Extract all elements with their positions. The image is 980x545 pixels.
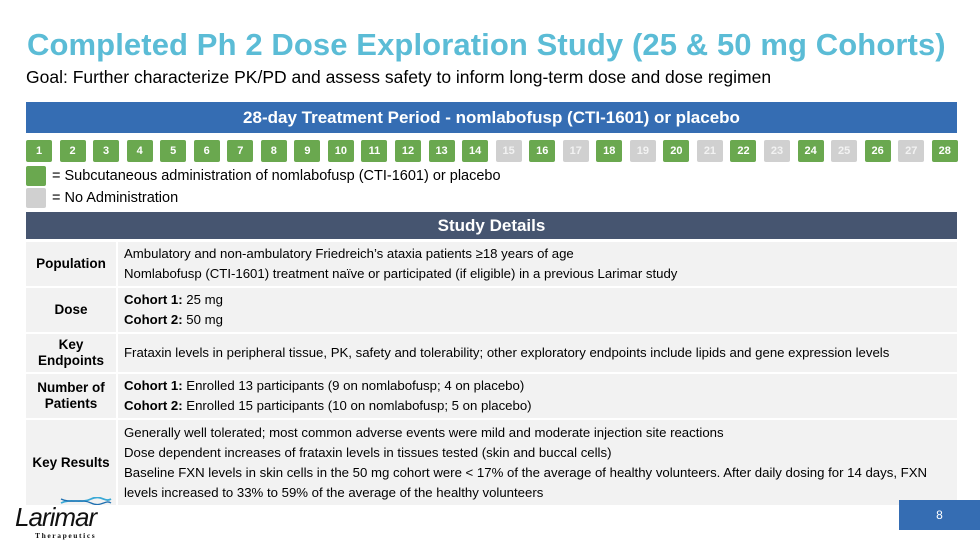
treatment-day-calendar: 1 2 3 4 5 6 7 8 9 10 11 12 13 14 15 16 17 18 19 20 21 22 23 24 2… — [26, 140, 958, 162]
study-details-table: Population Ambulatory and non-ambulatory … — [26, 240, 957, 505]
day-22-administered: 22 — [730, 140, 757, 162]
day-14-administered: 14 — [462, 140, 489, 162]
day-21-no-administration: 21 — [696, 140, 723, 162]
legend-item-no-administration: = No Administration — [26, 188, 178, 208]
slide-subtitle: Goal: Further characterize PK/PD and ass… — [26, 67, 772, 87]
day-9-administered: 9 — [294, 140, 321, 162]
details-row: Dose Cohort 1: 25 mg Cohort 2: 50 mg — [26, 286, 957, 333]
detail-line: Cohort 1: 25 mg — [124, 290, 951, 310]
day-4-administered: 4 — [126, 140, 153, 162]
day-11-administered: 11 — [361, 140, 388, 162]
day-24-administered: 24 — [797, 140, 824, 162]
day-10-administered: 10 — [327, 140, 354, 162]
day-3-administered: 3 — [93, 140, 120, 162]
day-20-administered: 20 — [663, 140, 690, 162]
legend-item-administered: = Subcutaneous administration of nomlabo… — [26, 166, 501, 186]
gray-swatch-icon — [26, 188, 46, 208]
detail-line: Ambulatory and non-ambulatory Friedreich… — [124, 244, 951, 264]
row-content: Ambulatory and non-ambulatory Friedreich… — [117, 240, 957, 287]
row-content: Cohort 1: 25 mg Cohort 2: 50 mg — [117, 286, 957, 333]
detail-line: Cohort 2: Enrolled 15 participants (10 o… — [124, 396, 951, 416]
day-18-administered: 18 — [596, 140, 623, 162]
day-7-administered: 7 — [227, 140, 254, 162]
study-details-header-text: Study Details — [437, 215, 546, 235]
detail-text: Generally well tolerated; most common ad… — [124, 424, 724, 440]
larimar-logo: Larimar Therapeutics — [13, 497, 117, 541]
treatment-period-header: 28-day Treatment Period - nomlabofusp (C… — [26, 102, 957, 133]
dna-helix-icon — [60, 497, 112, 505]
detail-text: Dose dependent increases of frataxin lev… — [124, 444, 612, 460]
row-label: Key Endpoints — [26, 332, 118, 373]
detail-text: Enrolled 15 participants (10 on nomlabof… — [182, 398, 532, 413]
day-25-no-administration: 25 — [831, 140, 858, 162]
day-13-administered: 13 — [428, 140, 455, 162]
row-label: Number of Patients — [26, 372, 118, 419]
day-1-administered: 1 — [26, 140, 52, 162]
detail-text: Frataxin levels in peripheral tissue, PK… — [124, 345, 890, 360]
logo-tagline: Therapeutics — [35, 531, 97, 540]
detail-text: Enrolled 13 participants (9 on nomlabofu… — [182, 378, 525, 393]
row-label: Dose — [26, 286, 118, 333]
legend-label: = No Administration — [52, 190, 179, 206]
detail-line: Generally well tolerated; most common ad… — [124, 423, 951, 443]
logo-wordmark: Larimar — [15, 502, 97, 532]
detail-text: 50 mg — [182, 312, 223, 327]
cohort-label: Cohort 2: — [124, 398, 183, 413]
legend-label: = Subcutaneous administration of nomlabo… — [52, 168, 501, 184]
day-28-administered: 28 — [931, 140, 958, 162]
day-5-administered: 5 — [160, 140, 187, 162]
slide-title: Completed Ph 2 Dose Exploration Study (2… — [27, 27, 946, 62]
row-content: Frataxin levels in peripheral tissue, PK… — [117, 332, 957, 373]
row-label: Key Results — [26, 418, 118, 505]
page-number-text: 8 — [936, 508, 943, 522]
detail-text: Nomlabofusp (CTI-1601) treatment naïve o… — [124, 266, 678, 281]
detail-line: Cohort 1: Enrolled 13 participants (9 on… — [124, 376, 951, 396]
row-content: Cohort 1: Enrolled 13 participants (9 on… — [117, 372, 957, 419]
day-6-administered: 6 — [193, 140, 220, 162]
day-27-no-administration: 27 — [898, 140, 925, 162]
day-26-administered: 26 — [864, 140, 891, 162]
detail-line: Nomlabofusp (CTI-1601) treatment naïve o… — [124, 264, 951, 284]
detail-line: Frataxin levels in peripheral tissue, PK… — [124, 343, 951, 363]
day-2-administered: 2 — [59, 140, 86, 162]
day-8-administered: 8 — [260, 140, 287, 162]
detail-text: Baseline FXN levels in skin cells in the… — [124, 464, 928, 500]
cohort-label: Cohort 1: — [124, 292, 183, 307]
detail-line: Dose dependent increases of frataxin lev… — [124, 443, 951, 463]
details-row: Key Results Generally well tolerated; mos… — [26, 418, 957, 505]
cohort-label: Cohort 2: — [124, 312, 183, 327]
treatment-period-header-text: 28-day Treatment Period - nomlabofusp (C… — [243, 107, 740, 127]
details-row: Number of Patients Cohort 1: Enrolled 13 … — [26, 372, 957, 419]
day-15-no-administration: 15 — [495, 140, 522, 162]
study-details-header: Study Details — [26, 212, 957, 239]
row-label: Population — [26, 240, 118, 287]
cohort-label: Cohort 1: — [124, 378, 183, 393]
details-row: Population Ambulatory and non-ambulatory … — [26, 240, 957, 287]
row-content: Generally well tolerated; most common ad… — [117, 418, 957, 505]
detail-text: 25 mg — [182, 292, 223, 307]
details-row: Key Endpoints Frataxin levels in peripher… — [26, 332, 957, 373]
green-swatch-icon — [26, 166, 46, 186]
day-19-no-administration: 19 — [629, 140, 656, 162]
day-23-no-administration: 23 — [764, 140, 791, 162]
day-12-administered: 12 — [395, 140, 422, 162]
detail-line: Baseline FXN levels in skin cells in the… — [124, 463, 951, 503]
page-number: 8 — [899, 500, 980, 530]
detail-line: Cohort 2: 50 mg — [124, 310, 951, 330]
day-17-no-administration: 17 — [562, 140, 589, 162]
detail-text: Ambulatory and non-ambulatory Friedreich… — [124, 246, 574, 261]
day-16-administered: 16 — [529, 140, 556, 162]
